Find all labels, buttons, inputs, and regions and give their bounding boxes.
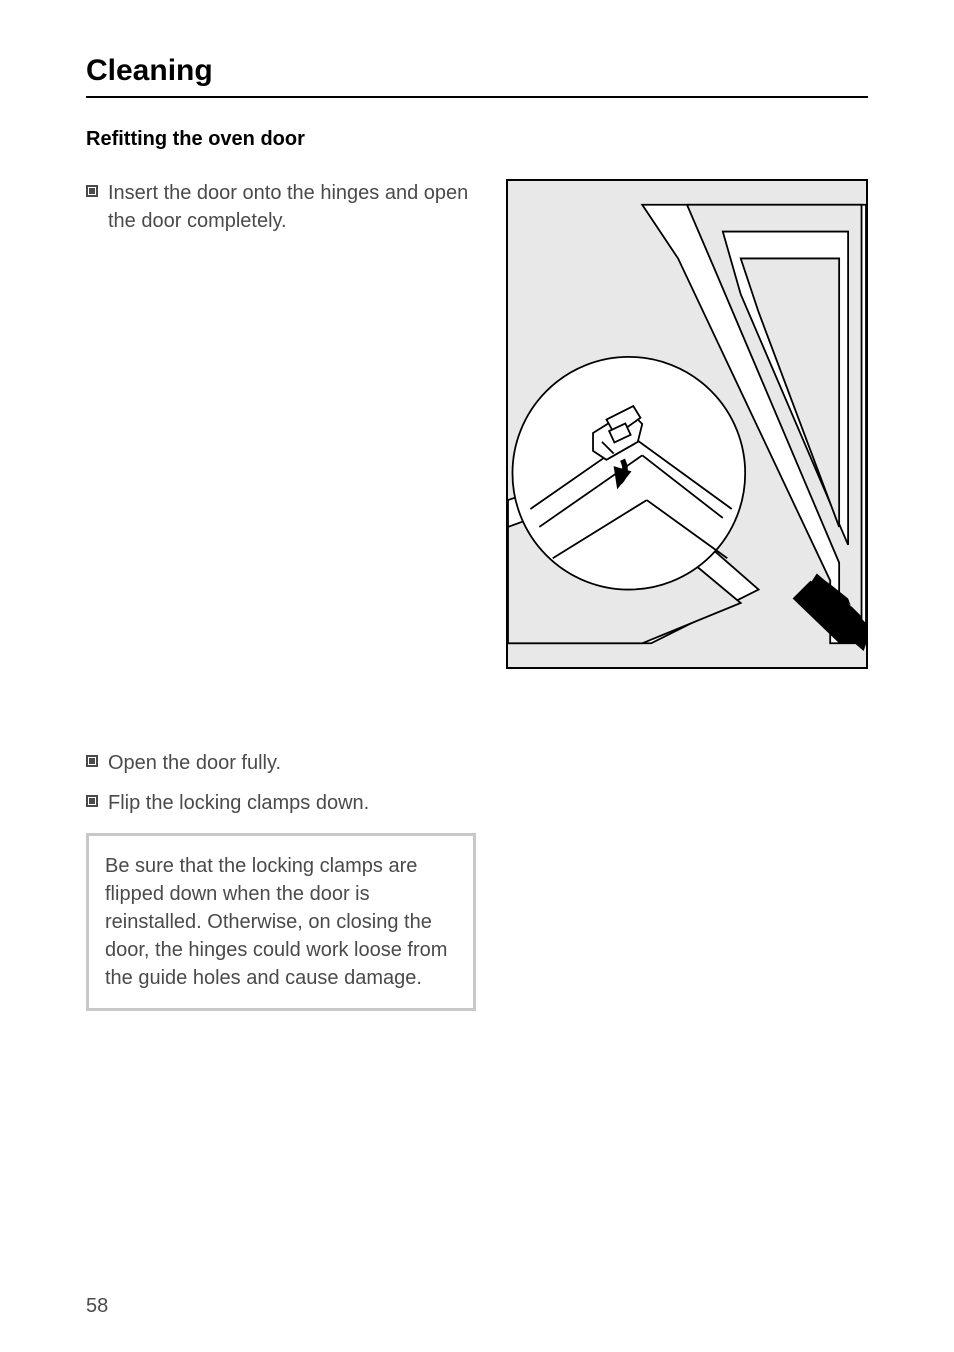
section-heading: Refitting the oven door <box>86 128 868 151</box>
bullet-icon <box>86 755 98 767</box>
caution-box: Be sure that the locking clamps are flip… <box>86 833 476 1011</box>
lower-section: Open the door fully. Flip the locking cl… <box>86 749 476 1011</box>
step-item-2: Open the door fully. <box>86 749 476 777</box>
hinge-illustration-svg <box>508 181 866 667</box>
left-column: Insert the door onto the hinges and open… <box>86 179 476 669</box>
step-text: Open the door fully. <box>108 749 281 777</box>
step-text: Insert the door onto the hinges and open… <box>108 179 476 235</box>
step-item-3: Flip the locking clamps down. <box>86 789 476 817</box>
page-number: 58 <box>86 1295 108 1318</box>
bullet-icon <box>86 185 98 197</box>
content-row-1: Insert the door onto the hinges and open… <box>86 179 868 669</box>
step-item-1: Insert the door onto the hinges and open… <box>86 179 476 235</box>
right-column <box>506 179 868 669</box>
step-text: Flip the locking clamps down. <box>108 789 369 817</box>
oven-door-diagram <box>506 179 868 669</box>
bullet-icon <box>86 795 98 807</box>
caution-text: Be sure that the locking clamps are flip… <box>105 852 457 992</box>
page-title: Cleaning <box>86 54 868 98</box>
